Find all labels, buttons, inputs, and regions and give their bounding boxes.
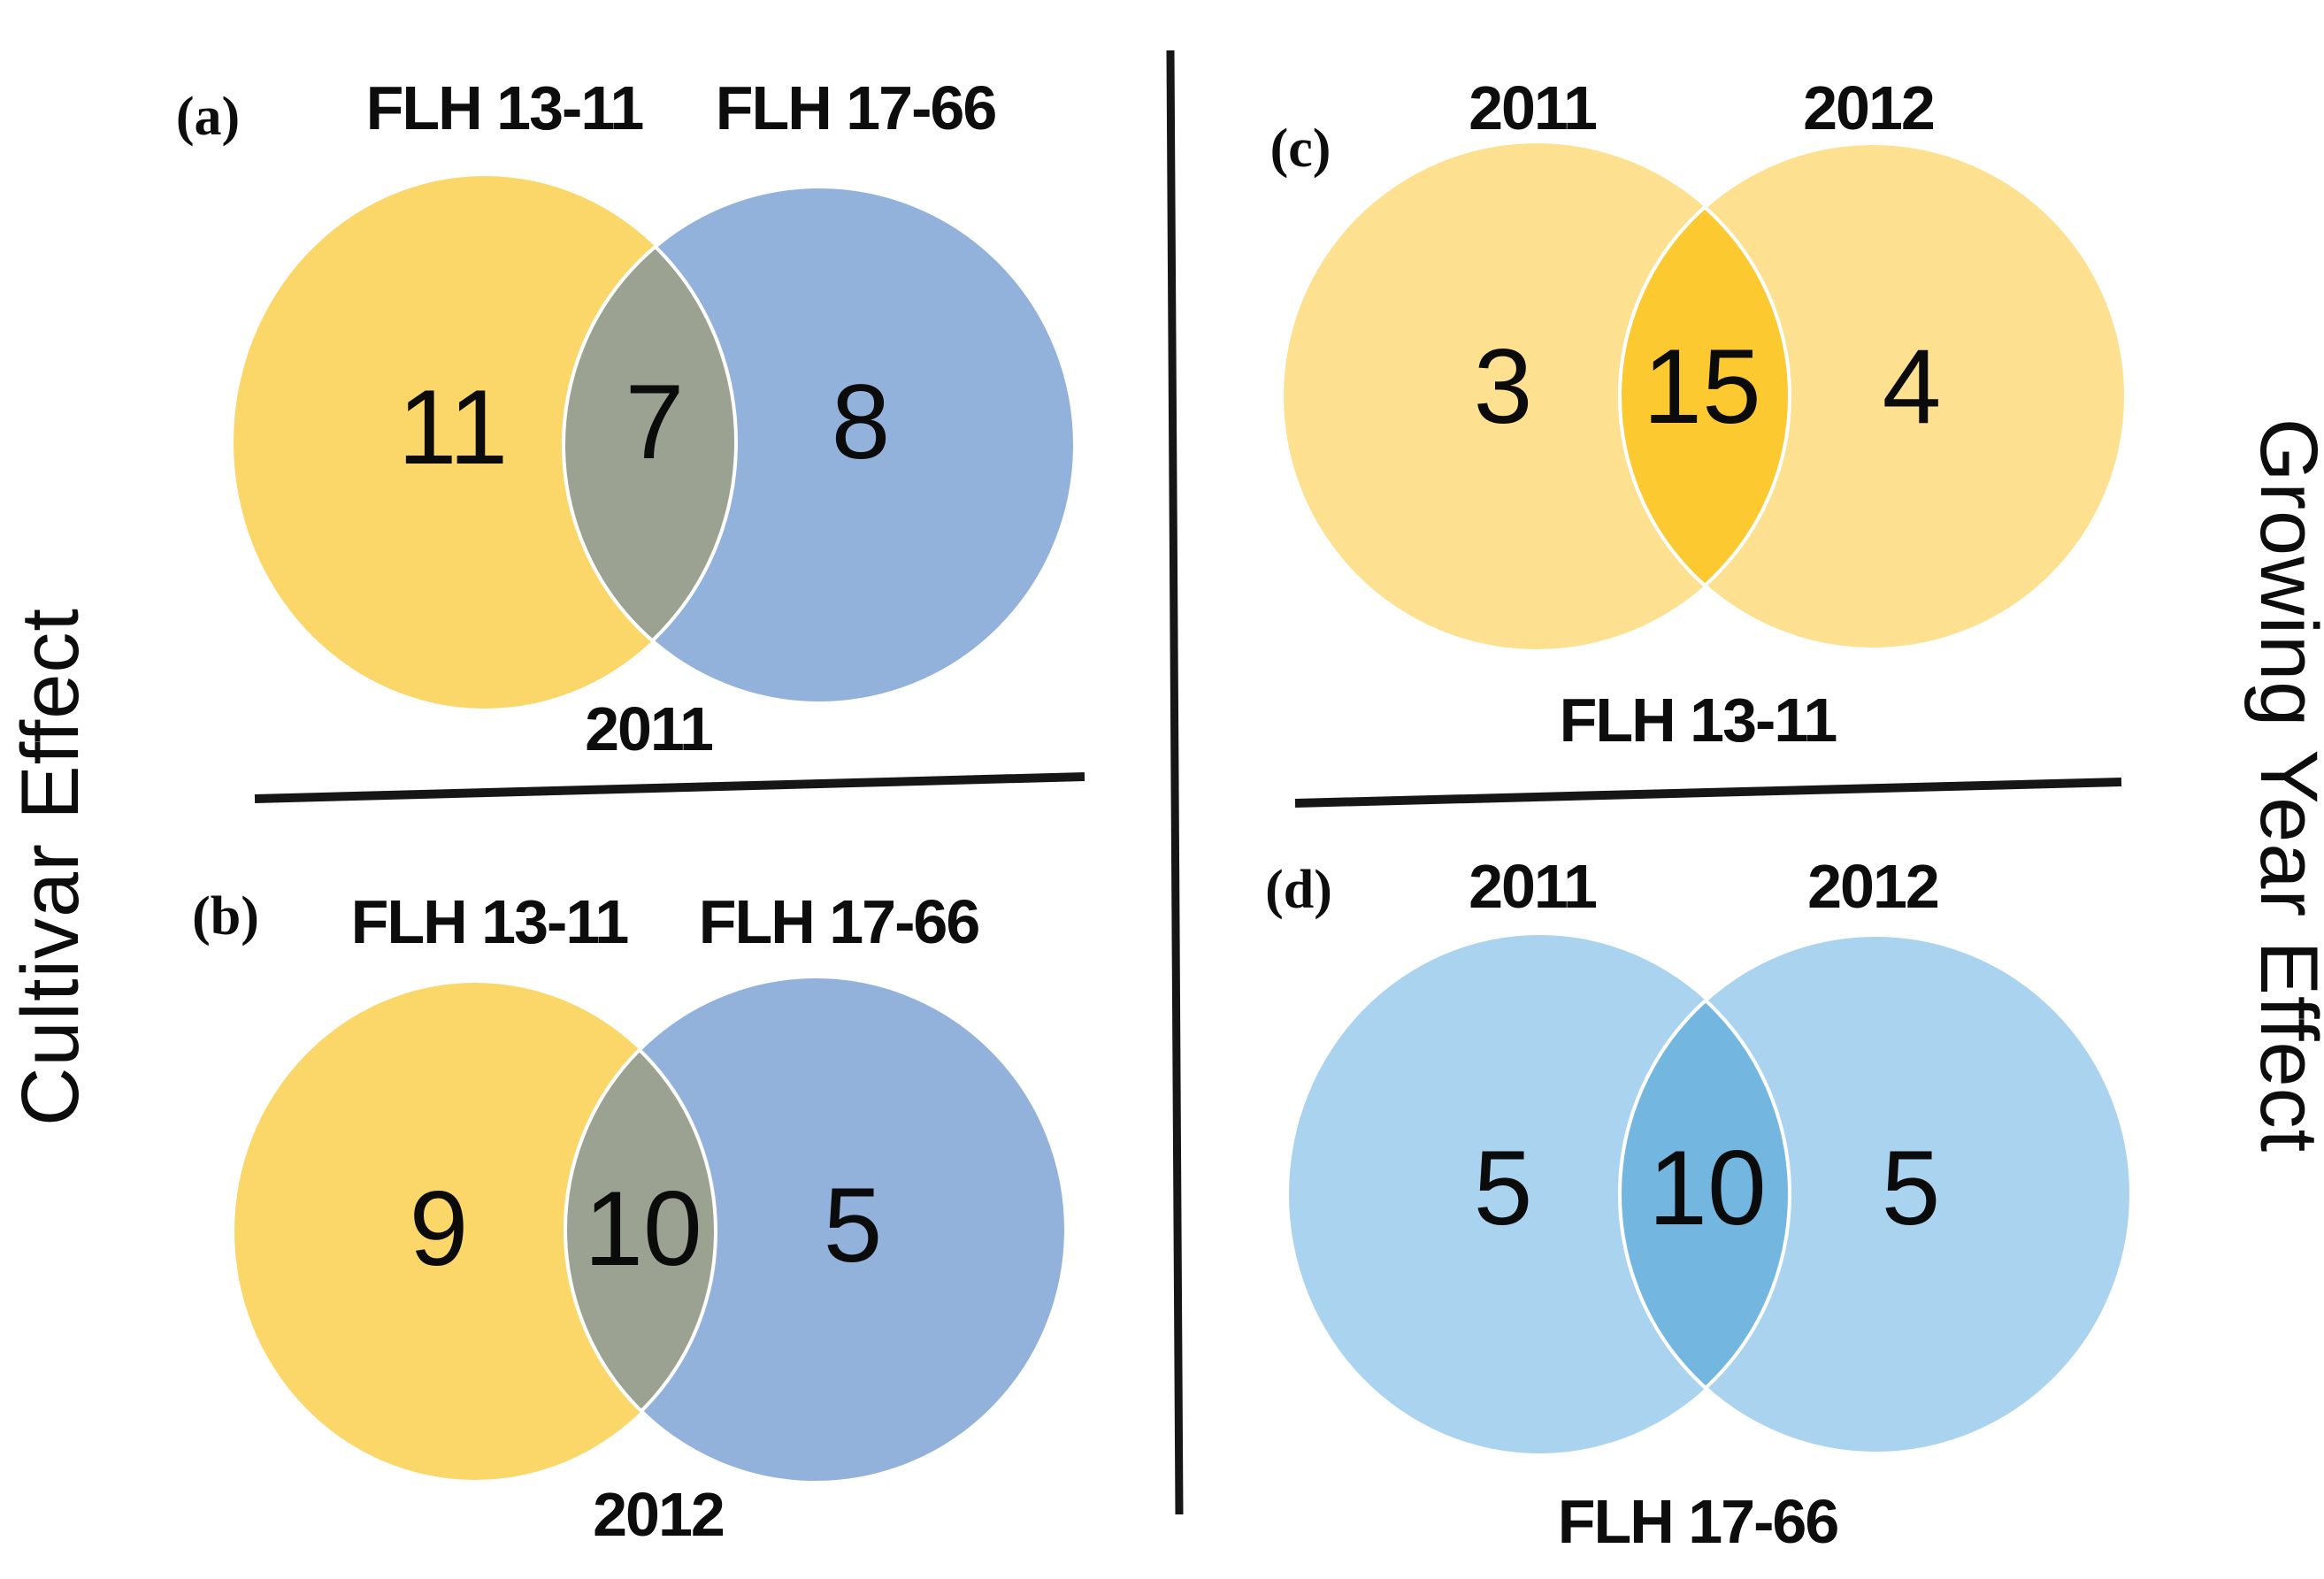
panel-b-left-value: 9 — [410, 1169, 469, 1288]
venn-panel-a: (a) FLH 13-11 FLH 17-66 11 7 8 2011 — [176, 73, 1077, 763]
panel-c-bottom-label: FLH 13-11 — [1560, 686, 1837, 755]
panel-b-right-value: 5 — [824, 1166, 883, 1284]
panel-b-overlap-value: 10 — [584, 1169, 702, 1288]
panel-a-left-circle-label: FLH 13-11 — [366, 73, 643, 142]
panel-a-overlap-value: 7 — [625, 363, 685, 481]
horizontal-divider-right — [1294, 778, 2122, 808]
vertical-divider-line — [1166, 50, 1184, 1515]
panel-b-left-circle-label: FLH 13-11 — [351, 887, 628, 956]
panel-a-bottom-label: 2011 — [585, 694, 712, 763]
panel-b-letter: (b) — [192, 886, 259, 947]
panel-d-letter: (d) — [1265, 860, 1332, 920]
panel-c-right-circle-label: 2012 — [1803, 73, 1934, 142]
panel-d-bottom-label: FLH 17-66 — [1558, 1487, 1838, 1556]
panel-b-right-circle-label: FLH 17-66 — [699, 887, 979, 956]
panel-a-right-circle-label: FLH 17-66 — [716, 73, 996, 142]
panel-b-bottom-label: 2012 — [593, 1480, 724, 1549]
right-row-title: Growing Year Effect — [2243, 418, 2324, 1153]
panel-c-left-circle-label: 2011 — [1469, 73, 1596, 142]
panel-d-right-circle-label: 2012 — [1807, 852, 1938, 921]
panel-c-right-value: 4 — [1883, 327, 1942, 446]
venn-panel-c: (c) 2011 2012 3 15 4 FLH 13-11 — [1270, 73, 2128, 755]
panel-d-right-value: 5 — [1882, 1129, 1941, 1247]
panel-c-overlap-region — [1618, 143, 1790, 649]
panel-a-letter: (a) — [176, 87, 240, 147]
panel-a-overlap-region — [562, 185, 736, 705]
venn-panel-b: (b) FLH 13-11 FLH 17-66 9 10 5 2012 — [192, 886, 1068, 1549]
panel-d-left-circle-edge — [1620, 935, 1791, 1453]
panel-c-left-value: 3 — [1474, 327, 1533, 446]
panel-a-left-circle-edge — [564, 187, 738, 703]
panel-d-overlap-region — [1618, 935, 1790, 1453]
panel-d-left-value: 5 — [1474, 1129, 1533, 1247]
panel-a-left-value: 11 — [398, 368, 509, 487]
panel-c-letter: (c) — [1270, 119, 1331, 179]
panel-c-left-circle-edge — [1620, 143, 1791, 649]
panel-a-right-value: 8 — [832, 363, 891, 481]
panel-c-overlap-value: 15 — [1643, 327, 1760, 446]
panel-b-left-circle-edge — [565, 981, 717, 1482]
horizontal-divider-left — [254, 772, 1085, 803]
venn-panel-d: (d) 2011 2012 5 10 5 FLH 17-66 — [1265, 852, 2133, 1556]
panel-d-left-circle-label: 2011 — [1469, 852, 1596, 921]
left-row-title: Cultivar Effect — [5, 608, 96, 1126]
panel-d-overlap-value: 10 — [1648, 1129, 1766, 1247]
